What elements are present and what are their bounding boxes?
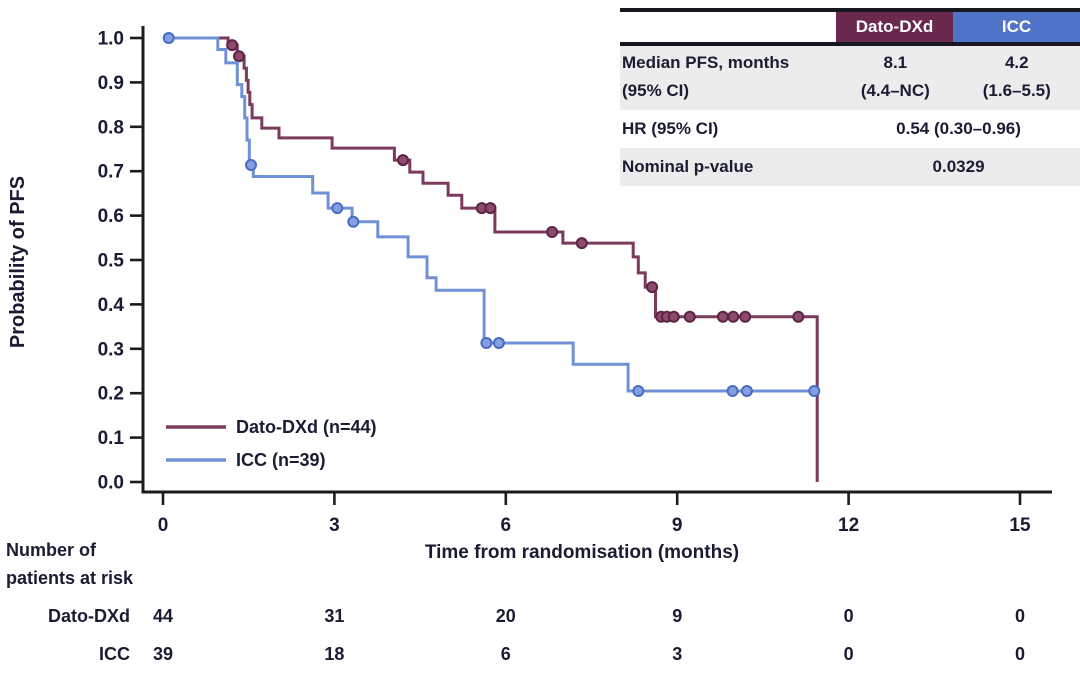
hr-label: HR (95% CI) (622, 119, 719, 138)
dato-median-ci: (4.4–NC) (860, 81, 930, 100)
dato-dxd-censor-mark (792, 310, 805, 323)
risk-count: 18 (324, 644, 344, 664)
dato-dxd-curve (163, 36, 819, 482)
risk-count: 0 (844, 606, 854, 626)
risk-count: 39 (153, 644, 173, 664)
dato-dxd-censor-mark (646, 281, 659, 294)
legend-label-icc: ICC (n=39) (236, 450, 326, 470)
y-tick-label: 0.6 (98, 206, 124, 227)
dato-dxd-censor-mark (667, 310, 680, 323)
icc-censor-mark (162, 32, 175, 44)
risk-count: 6 (501, 644, 511, 664)
dato-dxd-censor-mark (716, 310, 729, 323)
dato-median-value: 8.1 (4.4–NC) (837, 46, 953, 110)
y-tick-label: 0.8 (98, 117, 124, 138)
hr-value: 0.54 (0.30–0.96) (896, 119, 1021, 138)
icc-censor-mark (632, 385, 645, 397)
icc-median-value: 4.2 (1.6–5.5) (954, 46, 1080, 110)
dato-dxd-censor-mark (233, 50, 245, 63)
risk-count: 20 (496, 606, 516, 626)
x-tick-label: 6 (501, 515, 512, 536)
y-tick-label: 0.1 (98, 428, 125, 449)
pvalue-label: Nominal p-value (622, 157, 754, 176)
y-tick-label: 0.5 (98, 251, 125, 272)
icc-censor-mark (726, 385, 739, 397)
y-tick-label: 0.0 (98, 473, 124, 494)
icc-median-value-line1: 4.2 (1004, 53, 1029, 72)
dato-dxd-censor-mark (575, 237, 588, 250)
stats-row-median-pfs: Median PFS, months (95% CI) 8.1 (4.4–NC)… (620, 46, 1080, 110)
dato-median-value-line1: 8.1 (883, 53, 908, 72)
median-pfs-label-line1: Median PFS, months (622, 53, 790, 72)
icc-censor-mark (740, 385, 753, 397)
y-axis-title: Probability of PFS (7, 176, 29, 348)
y-tick-label: 0.3 (98, 339, 124, 360)
median-pfs-label: Median PFS, months (95% CI) (620, 46, 837, 110)
x-tick-label: 9 (672, 515, 683, 536)
y-tick-label: 0.7 (98, 162, 124, 183)
y-tick-label: 0.4 (98, 295, 125, 316)
icc-censor-mark (331, 202, 344, 215)
dato-dxd-censor-mark (683, 310, 696, 323)
icc-censor-mark (492, 337, 505, 349)
risk-table-header-line2: patients at risk (6, 568, 134, 588)
dato-dxd-censor-mark (484, 202, 497, 215)
dato-dxd-censor-mark (727, 310, 740, 323)
x-tick-label: 3 (329, 515, 340, 536)
dato-dxd-censor-mark (739, 310, 752, 323)
dato-dxd-censor-mark (226, 39, 239, 52)
dato-dxd-censor-mark (546, 226, 559, 238)
icc-median-ci: (1.6–5.5) (982, 81, 1051, 100)
risk-count: 9 (672, 606, 682, 626)
risk-row-label-dato-dxd: Dato-DXd (48, 606, 130, 626)
pvalue-value: 0.0329 (932, 157, 985, 176)
icc-censor-mark (245, 159, 257, 171)
risk-count: 44 (153, 606, 173, 626)
risk-count: 0 (844, 644, 854, 664)
stats-row-pvalue: Nominal p-value 0.0329 (620, 148, 1080, 186)
icc-censor-mark (808, 385, 821, 397)
x-tick-label: 15 (1009, 515, 1031, 536)
x-tick-label: 0 (158, 515, 169, 536)
x-axis-title: Time from randomisation (months) (425, 542, 739, 563)
stats-table: Dato-DXd ICC Median PFS, months (95% CI)… (620, 8, 1080, 186)
risk-count: 0 (1015, 606, 1025, 626)
risk-count: 3 (672, 644, 682, 664)
y-tick-label: 1.0 (98, 29, 124, 50)
stats-header-icc-cell: ICC (953, 12, 1080, 42)
median-pfs-label-line2: (95% CI) (622, 81, 690, 100)
x-tick-label: 12 (838, 515, 859, 536)
risk-count: 0 (1015, 644, 1025, 664)
icc-censor-mark (347, 215, 360, 228)
risk-row-label-icc: ICC (99, 644, 130, 664)
stats-row-hr: HR (95% CI) 0.54 (0.30–0.96) (620, 110, 1080, 148)
dato-dxd-censor-mark (397, 154, 409, 167)
risk-count: 31 (324, 606, 344, 626)
y-tick-label: 0.9 (98, 73, 124, 94)
icc-curve (163, 36, 815, 393)
stats-header-row: Dato-DXd ICC (620, 8, 1080, 46)
stats-header-empty-cell (620, 12, 836, 42)
icc-censor-mark (480, 337, 493, 349)
risk-table-header-line1: Number of (6, 540, 97, 560)
y-tick-label: 0.2 (98, 384, 124, 405)
stats-header-dato-cell: Dato-DXd (836, 12, 953, 42)
legend-label-dato-dxd: Dato-DXd (n=44) (236, 417, 377, 437)
